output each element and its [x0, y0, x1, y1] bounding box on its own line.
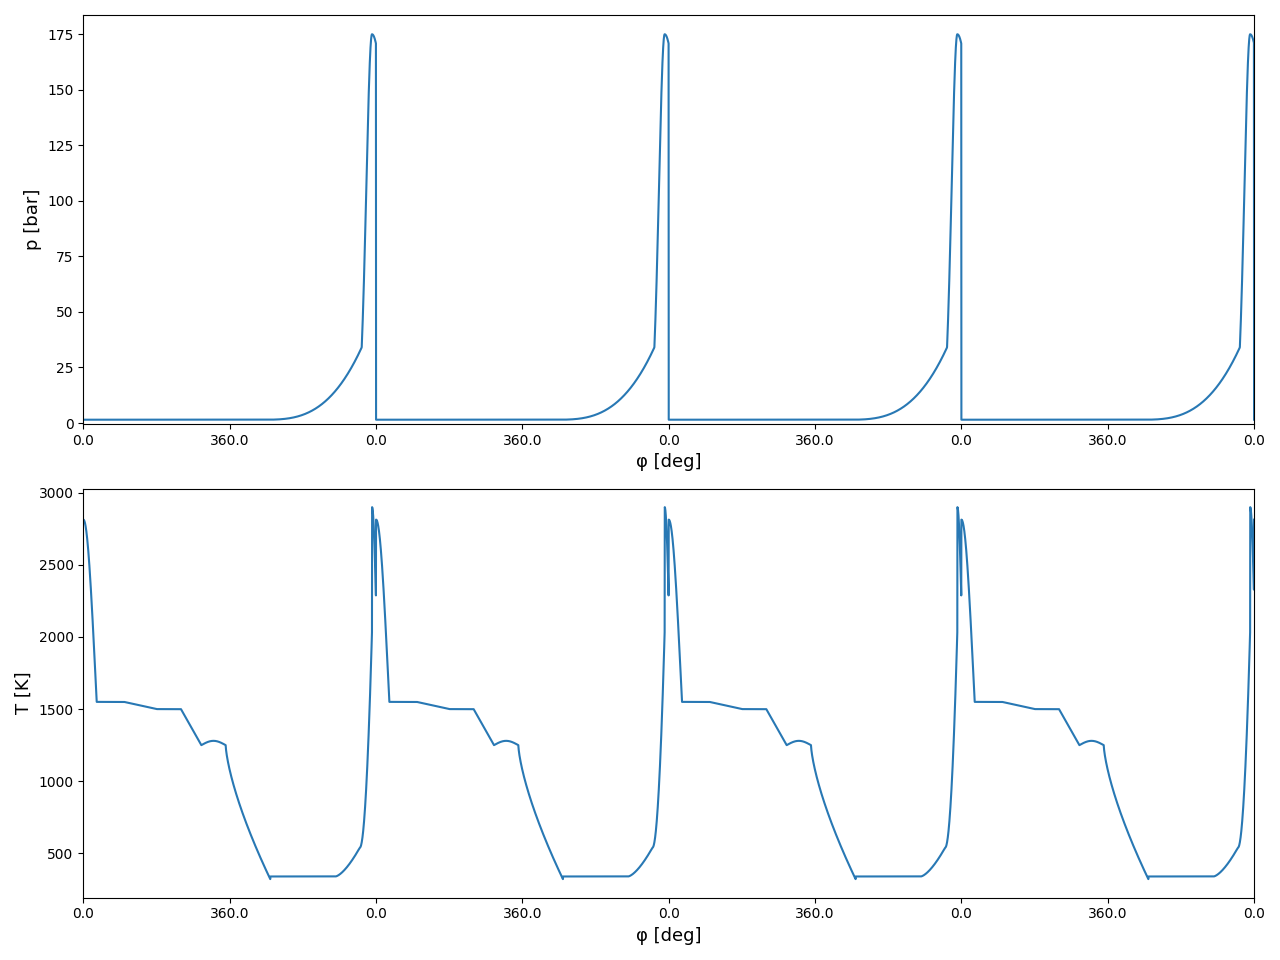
X-axis label: φ [deg]: φ [deg] — [636, 453, 701, 471]
Y-axis label: T [K]: T [K] — [15, 672, 33, 714]
Y-axis label: p [bar]: p [bar] — [24, 189, 42, 251]
X-axis label: φ [deg]: φ [deg] — [636, 927, 701, 945]
